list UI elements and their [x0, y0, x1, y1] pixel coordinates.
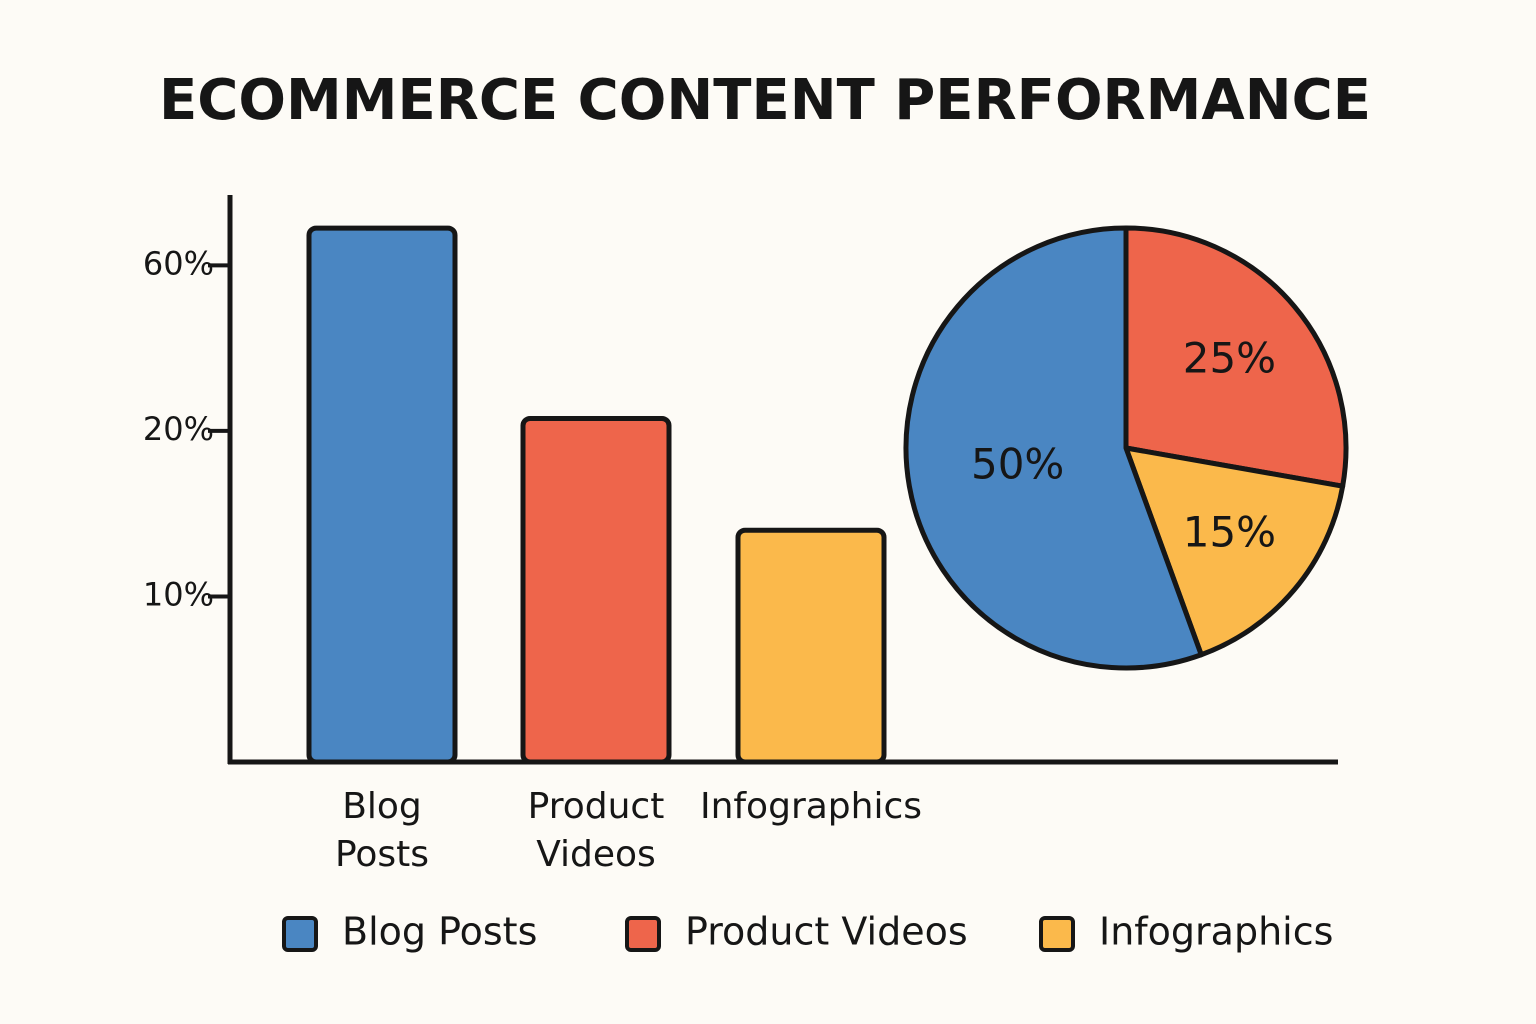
- legend-label: Product Videos: [685, 910, 968, 954]
- legend-label: Blog Posts: [342, 910, 537, 954]
- bar: [520, 415, 672, 765]
- pie-slice: [1123, 445, 1346, 658]
- x-tick-label-line: Videos: [536, 834, 656, 875]
- bar: [735, 527, 887, 765]
- pie-slice: [903, 225, 1204, 671]
- x-tick-label: Blog Posts: [335, 786, 429, 875]
- legend-swatch: [282, 916, 318, 952]
- x-tick-label: Product Videos: [528, 786, 665, 875]
- x-tick-label-line: Infographics: [700, 786, 922, 827]
- pie-label: 15%: [1183, 507, 1276, 556]
- pie-slice: [1123, 225, 1349, 489]
- legend-swatch: [1039, 916, 1075, 952]
- bar: [306, 225, 458, 765]
- legend-label: Infographics: [1099, 910, 1333, 954]
- x-tick-label-line: Blog: [342, 786, 422, 827]
- x-tick-label: Infographics: [700, 786, 922, 827]
- chart-title: ECOMMERCE CONTENT PERFORMANCE: [159, 68, 1371, 133]
- pie-label: 50%: [971, 440, 1064, 489]
- legend-swatch: [625, 916, 661, 952]
- y-tick-label: 10%: [143, 575, 214, 613]
- y-tick-label: 60%: [143, 244, 214, 282]
- y-tick-label: 20%: [143, 410, 214, 448]
- x-tick-label-line: Product: [528, 786, 665, 827]
- x-tick-label-line: Posts: [335, 834, 429, 875]
- pie-label: 25%: [1183, 334, 1276, 383]
